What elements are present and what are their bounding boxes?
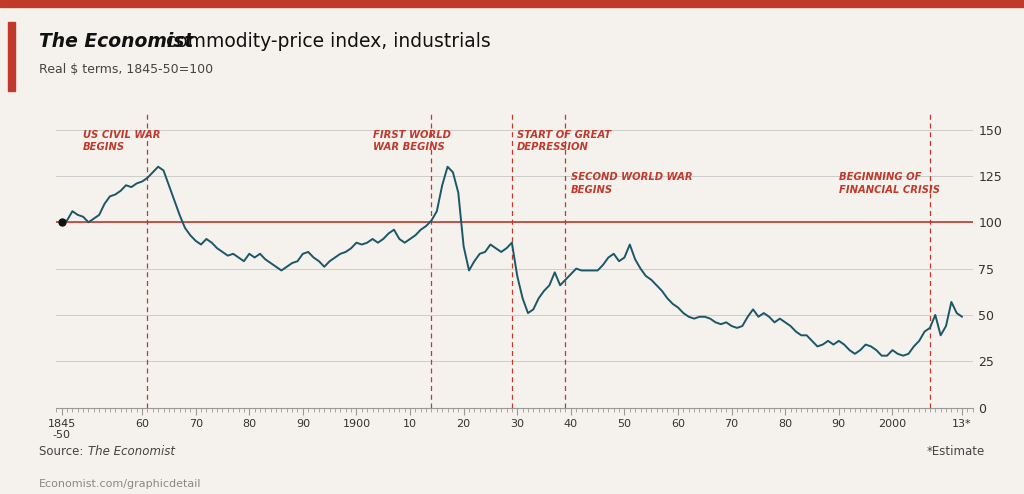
Text: Real $ terms, 1845-50=100: Real $ terms, 1845-50=100 <box>39 63 213 76</box>
Text: The Economist: The Economist <box>88 445 175 457</box>
Text: US CIVIL WAR
BEGINS: US CIVIL WAR BEGINS <box>83 130 161 153</box>
Text: *Estimate: *Estimate <box>927 445 985 457</box>
Text: FIRST WORLD
WAR BEGINS: FIRST WORLD WAR BEGINS <box>373 130 451 153</box>
Text: START OF GREAT
DEPRESSION: START OF GREAT DEPRESSION <box>517 130 611 153</box>
Text: SECOND WORLD WAR
BEGINS: SECOND WORLD WAR BEGINS <box>570 172 692 195</box>
Text: Economist.com/graphicdetail: Economist.com/graphicdetail <box>39 479 202 489</box>
Text: BEGINNING OF
FINANCIAL CRISIS: BEGINNING OF FINANCIAL CRISIS <box>839 172 940 195</box>
Text: commodity-price index, industrials: commodity-price index, industrials <box>160 32 490 51</box>
Text: The Economist: The Economist <box>39 32 194 51</box>
Text: Source:: Source: <box>39 445 87 457</box>
